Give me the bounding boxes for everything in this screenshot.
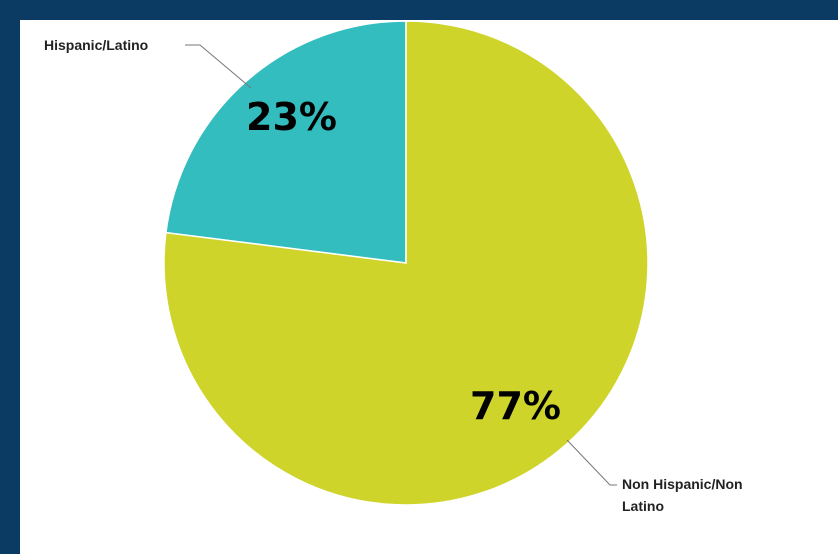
leader-line-hispanic [185,44,252,89]
slice-percent-non-hispanic: 77% [470,384,561,428]
slices-layer [163,20,649,506]
slice-hispanic [165,20,407,264]
slice-label-non-hispanic-line1: Non Hispanic/Non [622,476,743,492]
slice-non-hispanic [163,20,649,506]
pie-chart-svg: Hispanic/Latino Non Hispanic/Non Latino … [44,20,743,514]
pie-chart: Hispanic/Latino Non Hispanic/Non Latino … [20,20,838,554]
leader-lines [185,44,617,486]
slice-percent-hispanic: 23% [246,95,337,139]
slice-label-non-hispanic-line2: Latino [622,498,664,514]
leader-line-non-hispanic [566,439,617,486]
frame-border [0,0,838,20]
slice-label-hispanic: Hispanic/Latino [44,37,148,53]
